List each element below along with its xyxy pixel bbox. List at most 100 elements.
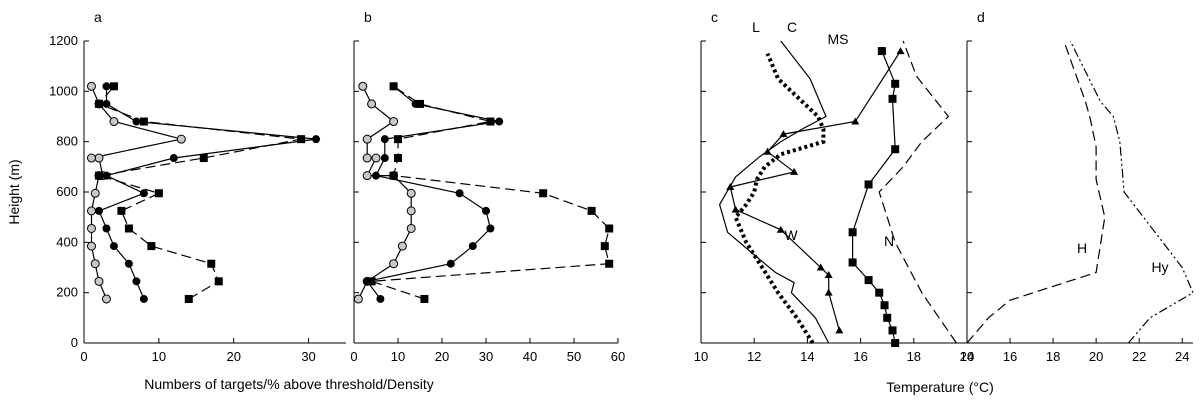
data-point <box>86 81 96 91</box>
data-point <box>482 206 490 215</box>
data-point <box>371 153 381 163</box>
data-point <box>102 224 111 233</box>
series-line-H <box>966 40 1106 344</box>
data-point <box>406 206 416 216</box>
data-point <box>389 117 399 127</box>
data-point <box>816 263 825 271</box>
data-point <box>824 271 833 279</box>
data-point <box>877 47 886 56</box>
data-point <box>362 171 372 181</box>
data-point <box>896 47 905 55</box>
data-point <box>468 242 477 251</box>
x-tick-label: 18 <box>907 349 921 364</box>
data-point <box>486 117 495 126</box>
x-axis-label-temperature: Temperature (°C) <box>886 379 994 395</box>
data-point <box>117 206 126 215</box>
data-point <box>124 259 133 268</box>
x-tick-label: 10 <box>391 349 405 364</box>
data-point <box>362 153 372 163</box>
data-point <box>389 171 398 180</box>
data-point <box>731 205 740 213</box>
data-point <box>124 224 133 233</box>
x-tick-label: 24 <box>1175 349 1189 364</box>
data-point <box>824 288 833 296</box>
series-line-L <box>733 52 826 345</box>
y-tick-label: 1200 <box>49 33 78 48</box>
x-tick-label: 50 <box>567 349 581 364</box>
data-point <box>726 182 735 190</box>
series-label-L: L <box>752 19 760 35</box>
data-point <box>376 294 385 303</box>
x-axis-label-left: Numbers of targets/% above threshold/Den… <box>144 376 433 392</box>
data-point <box>102 82 111 91</box>
panel-label: d <box>977 9 985 25</box>
data-point <box>367 99 377 109</box>
data-point <box>587 206 596 215</box>
x-tick-label: 30 <box>479 349 493 364</box>
data-point <box>109 117 119 127</box>
data-point <box>891 145 900 154</box>
data-point <box>109 242 118 251</box>
data-point <box>394 154 402 163</box>
series-label-W: W <box>784 227 798 243</box>
series-label-C: C <box>787 19 797 35</box>
data-point <box>139 294 148 303</box>
data-point <box>779 130 788 138</box>
data-point <box>312 135 321 144</box>
data-point <box>86 206 96 216</box>
data-point <box>835 326 844 334</box>
x-tick-label: 20 <box>226 349 240 364</box>
data-point <box>154 189 163 198</box>
data-point <box>888 94 897 103</box>
data-point <box>486 224 495 233</box>
data-point <box>389 259 399 269</box>
series-label-Hy: Hy <box>1151 259 1168 275</box>
data-point <box>605 224 614 233</box>
series-line-N <box>878 40 957 344</box>
data-point <box>86 241 96 251</box>
x-tick-label: 40 <box>523 349 537 364</box>
y-tick-label: 1000 <box>49 83 78 98</box>
data-point <box>90 259 100 269</box>
x-tick-label: 0 <box>80 349 87 364</box>
data-point <box>605 259 614 268</box>
data-point <box>362 134 372 144</box>
x-tick-label: 16 <box>1003 349 1017 364</box>
x-tick-label: 16 <box>853 349 867 364</box>
x-tick-label: 10 <box>694 349 708 364</box>
data-point <box>416 99 424 108</box>
data-point <box>90 188 100 198</box>
x-tick-label: 0 <box>350 349 357 364</box>
data-point <box>380 135 389 144</box>
x-tick-label: 20 <box>960 349 974 364</box>
data-point <box>406 188 416 198</box>
data-point <box>891 79 900 88</box>
y-tick-label: 0 <box>71 335 78 350</box>
data-point <box>297 135 306 144</box>
x-tick-label: 20 <box>1089 349 1103 364</box>
data-point <box>790 167 799 175</box>
series-label-H: H <box>1077 240 1087 256</box>
panel-c: 10 12 14 16 18 20 c L C MS W N <box>694 9 974 364</box>
data-point <box>101 294 111 304</box>
series-label-MS: MS <box>828 31 849 47</box>
y-tick-label: 200 <box>56 285 78 300</box>
data-point <box>372 171 380 180</box>
data-point <box>94 206 103 215</box>
data-point <box>139 189 148 198</box>
data-point <box>864 180 873 189</box>
y-axis-label: Height (m) <box>6 159 22 224</box>
data-point <box>763 147 772 155</box>
data-point <box>851 117 860 125</box>
data-point <box>864 276 873 285</box>
x-tick-label: 10 <box>152 349 166 364</box>
panel-label: b <box>364 9 372 25</box>
data-point <box>86 223 96 233</box>
data-point <box>94 276 104 286</box>
data-point <box>875 288 884 297</box>
panel-label: c <box>711 9 718 25</box>
data-point <box>446 259 455 268</box>
data-point <box>397 241 407 251</box>
x-tick-label: 14 <box>960 349 974 364</box>
